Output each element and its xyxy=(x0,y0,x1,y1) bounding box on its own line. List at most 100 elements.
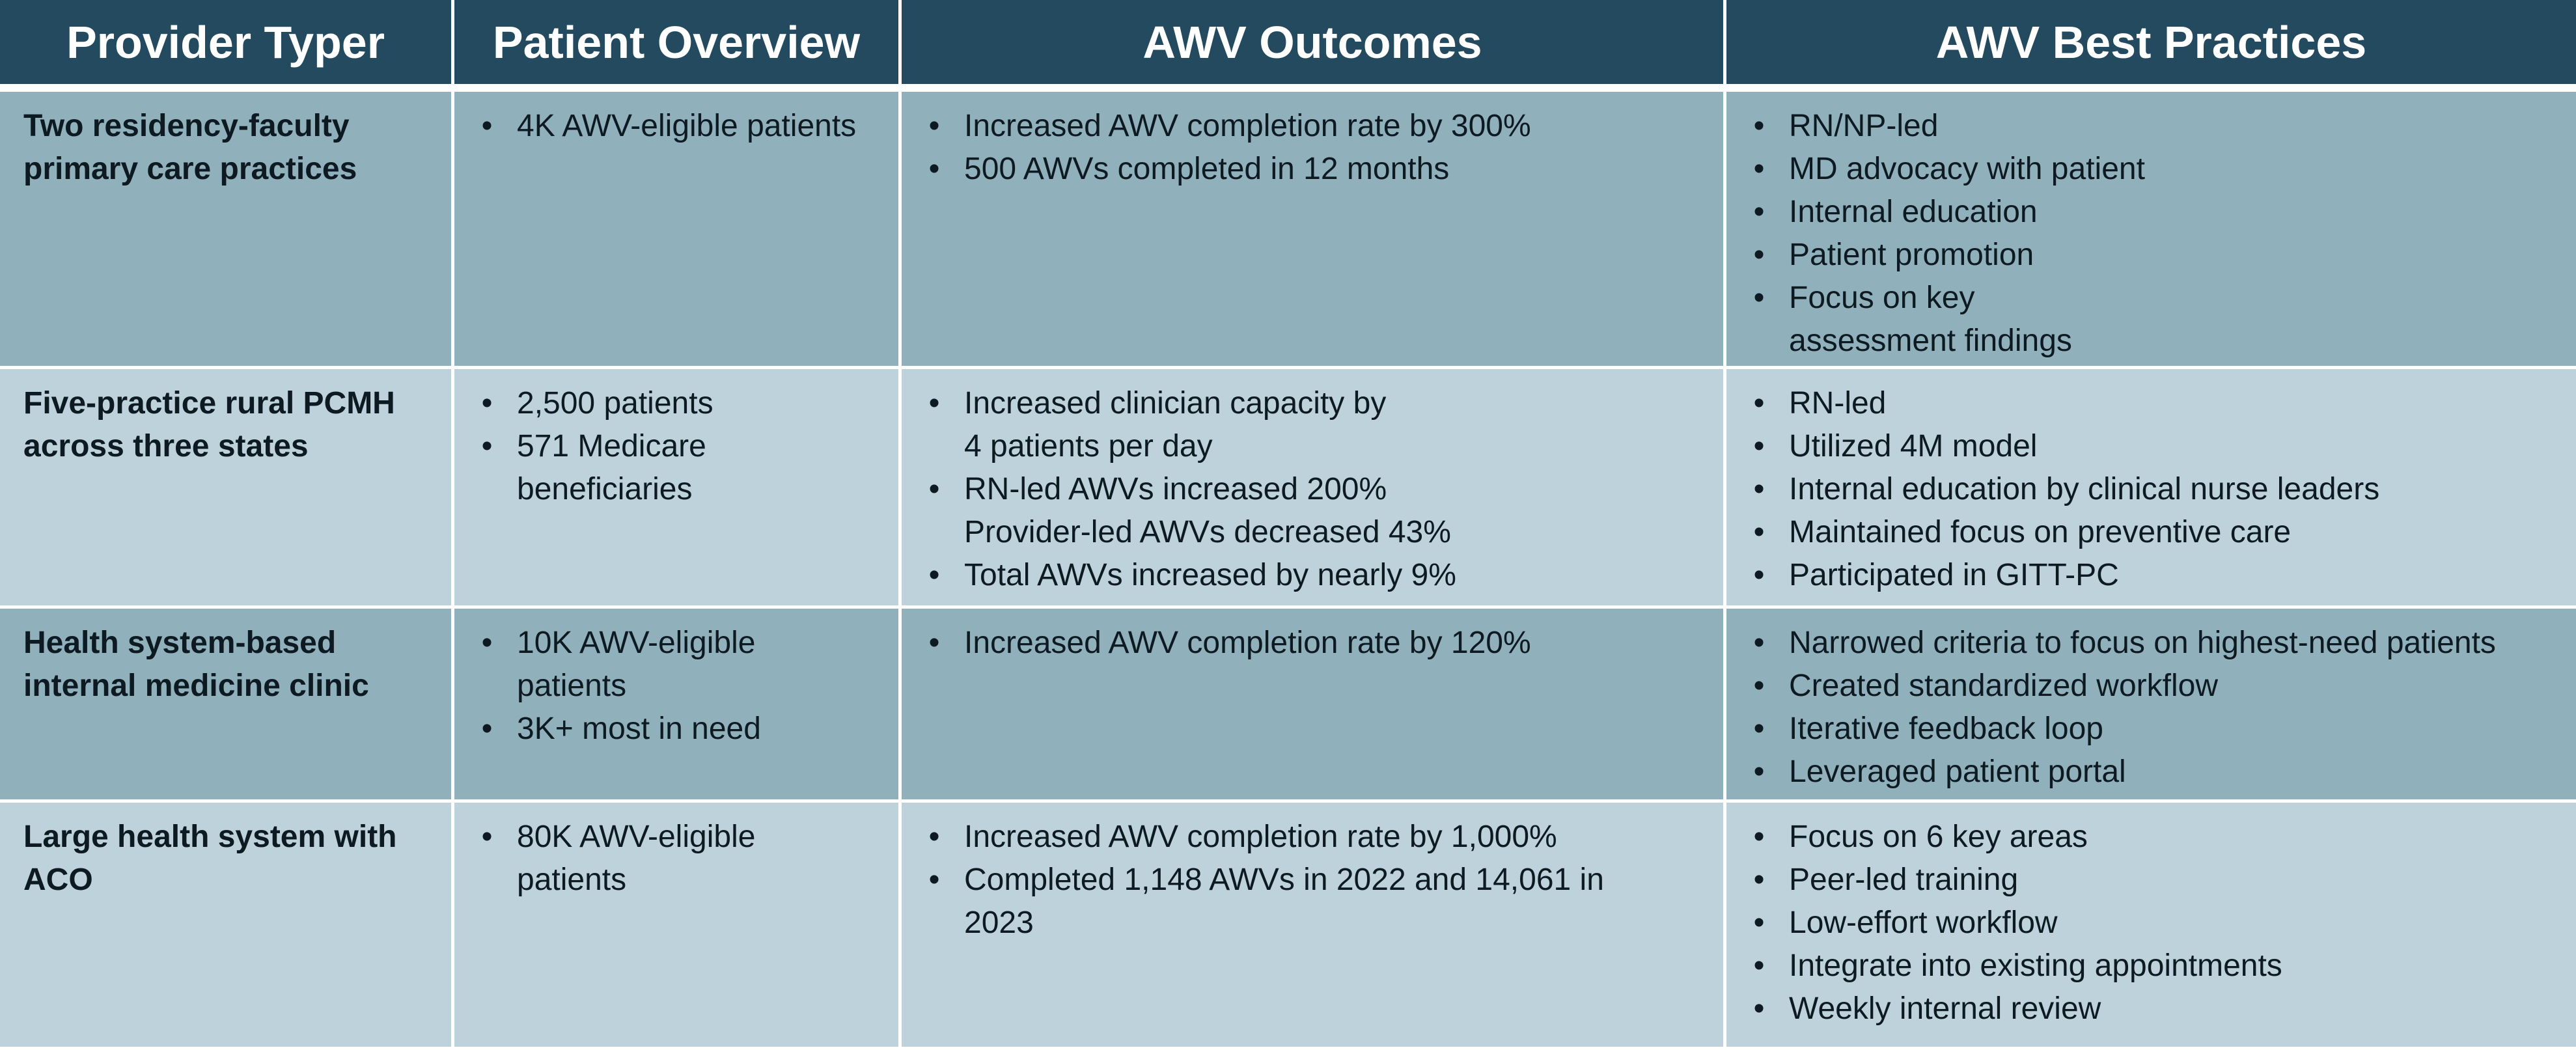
patient-overview-cell: • 80K AWV-eligible patients xyxy=(454,803,902,1050)
list-item: • Internal education xyxy=(1746,191,2569,234)
bullet-icon: • xyxy=(481,712,493,746)
list-item-text: Low-effort workflow xyxy=(1789,905,2058,940)
list-item-text: 4K AWV-eligible patients xyxy=(517,109,857,143)
bullet-icon: • xyxy=(1753,472,1765,506)
list-item-text: 500 AWVs completed in 12 months xyxy=(964,152,1450,186)
list-item: • Leveraged patient portal xyxy=(1746,751,2569,794)
list-item-text: Internal education by clinical nurse lea… xyxy=(1789,472,2380,506)
provider-type-line: Health system-based xyxy=(23,626,337,660)
list-item: • Peer-led training xyxy=(1746,859,2569,902)
bullet-icon: • xyxy=(928,472,940,506)
list-item-text: Increased AWV completion rate by 120% xyxy=(964,626,1531,660)
bullet-icon: • xyxy=(1753,195,1765,229)
list-item: • Completed 1,148 AWVs in 2022 and 14,061… xyxy=(921,859,1717,945)
list-item: • Internal education by clinical nurse le… xyxy=(1746,468,2569,511)
list-item-text: beneficiaries xyxy=(517,472,693,506)
list-item-text: Peer-led training xyxy=(1789,863,2019,897)
list-item: • Increased clinician capacity by 4 patien… xyxy=(921,382,1717,468)
awv-best-practices-list: • RN/NP-led • MD advocacy with patient • Inte… xyxy=(1726,92,2576,363)
awv-outcomes-cell: • Increased AWV completion rate by 300% • 5… xyxy=(902,92,1726,369)
list-item: • Increased AWV completion rate by 120% xyxy=(921,622,1717,665)
patient-overview-cell: • 2,500 patients • 571 Medicare beneficiarie… xyxy=(454,369,902,609)
bullet-icon: • xyxy=(1753,281,1765,315)
bullet-icon: • xyxy=(1753,109,1765,143)
provider-type-line: internal medicine clinic xyxy=(23,669,369,703)
list-item-text: Utilized 4M model xyxy=(1789,429,2038,463)
list-item: • Increased AWV completion rate by 300% xyxy=(921,105,1717,148)
provider-type-line: across three states xyxy=(23,429,309,463)
list-item: • MD advocacy with patient xyxy=(1746,148,2569,191)
list-item-text: 80K AWV-eligible xyxy=(517,820,756,854)
provider-type-label: Five-practice rural PCMH across three sta… xyxy=(0,369,451,468)
bullet-icon: • xyxy=(928,109,940,143)
list-item: • Total AWVs increased by nearly 9% xyxy=(921,554,1717,597)
list-item: • Utilized 4M model xyxy=(1746,425,2569,468)
list-item: • Patient promotion xyxy=(1746,234,2569,277)
list-item: • Low-effort workflow xyxy=(1746,902,2569,945)
list-item: • 2,500 patients xyxy=(474,382,892,425)
awv-outcomes-list: • Increased AWV completion rate by 1,000%… xyxy=(902,803,1723,945)
awv-best-practices-cell: • RN/NP-led • MD advocacy with patient • Inte… xyxy=(1726,92,2576,369)
list-item-text: 3K+ most in need xyxy=(517,712,761,746)
list-item: • Iterative feedback loop xyxy=(1746,708,2569,751)
list-item-text: 2023 xyxy=(964,905,1034,940)
bullet-icon: • xyxy=(1753,152,1765,186)
list-item-text: Weekly internal review xyxy=(1789,991,2101,1026)
provider-type-cell: Two residency-faculty primary care practi… xyxy=(0,92,454,369)
list-item-text: Patient promotion xyxy=(1789,238,2034,272)
list-item: • 10K AWV-eligible patients xyxy=(474,622,892,708)
list-item-text: RN-led xyxy=(1789,386,1887,421)
patient-overview-list: • 10K AWV-eligible patients • 3K+ most in ne… xyxy=(454,609,898,751)
list-item-text: Leveraged patient portal xyxy=(1789,754,2126,789)
list-item-text: Total AWVs increased by nearly 9% xyxy=(964,558,1456,592)
list-item-text: Increased AWV completion rate by 1,000% xyxy=(964,820,1557,854)
list-item: • RN/NP-led xyxy=(1746,105,2569,148)
list-item-text: 571 Medicare xyxy=(517,429,706,463)
awv-outcomes-list: • Increased AWV completion rate by 120% xyxy=(902,609,1723,665)
list-item-text: 4 patients per day xyxy=(964,429,1213,463)
list-item: • 80K AWV-eligible patients xyxy=(474,816,892,902)
awv-best-practices-cell: • Focus on 6 key areas • Peer-led training •… xyxy=(1726,803,2576,1050)
provider-type-cell: Five-practice rural PCMH across three sta… xyxy=(0,369,454,609)
awv-best-practices-list: • Narrowed criteria to focus on highest-n… xyxy=(1726,609,2576,794)
list-item-text: RN/NP-led xyxy=(1789,109,1939,143)
bullet-icon: • xyxy=(1753,712,1765,746)
bullet-icon: • xyxy=(481,386,493,421)
header-patient-overview: Patient Overview xyxy=(454,0,902,92)
list-item: • Increased AWV completion rate by 1,000% xyxy=(921,816,1717,859)
list-item-text: MD advocacy with patient xyxy=(1789,152,2145,186)
list-item-text: Internal education xyxy=(1789,195,2038,229)
list-item-text: patients xyxy=(517,863,627,897)
bullet-icon: • xyxy=(1753,991,1765,1026)
list-item: • Focus on 6 key areas xyxy=(1746,816,2569,859)
patient-overview-list: • 4K AWV-eligible patients xyxy=(454,92,898,148)
awv-best-practices-cell: • RN-led • Utilized 4M model • Internal educa… xyxy=(1726,369,2576,609)
list-item: • 4K AWV-eligible patients xyxy=(474,105,892,148)
bullet-icon: • xyxy=(928,863,940,897)
bullet-icon: • xyxy=(481,820,493,854)
header-provider-type: Provider Typer xyxy=(0,0,454,92)
awv-outcomes-list: • Increased clinician capacity by 4 patien… xyxy=(902,369,1723,597)
awv-outcomes-list: • Increased AWV completion rate by 300% • 5… xyxy=(902,92,1723,191)
bullet-icon: • xyxy=(1753,820,1765,854)
bullet-icon: • xyxy=(1753,558,1765,592)
list-item-text: 2,500 patients xyxy=(517,386,713,421)
list-item: • RN-led AWVs increased 200% Provider-led … xyxy=(921,468,1717,554)
list-item: • Created standardized workflow xyxy=(1746,665,2569,708)
awv-outcomes-cell: • Increased clinician capacity by 4 patien… xyxy=(902,369,1726,609)
bullet-icon: • xyxy=(1753,386,1765,421)
list-item: • 3K+ most in need xyxy=(474,708,892,751)
bullet-icon: • xyxy=(928,152,940,186)
list-item-text: assessment findings xyxy=(1789,324,2072,358)
awv-outcomes-cell: • Increased AWV completion rate by 120% xyxy=(902,609,1726,803)
provider-type-line: Two residency-faculty xyxy=(23,109,350,143)
provider-type-label: Large health system with ACO xyxy=(0,803,451,902)
bullet-icon: • xyxy=(928,626,940,660)
list-item-text: Provider-led AWVs decreased 43% xyxy=(964,515,1451,549)
list-item: • Focus on key assessment findings xyxy=(1746,277,2569,363)
provider-type-label: Health system-based internal medicine cli… xyxy=(0,609,451,708)
bullet-icon: • xyxy=(481,626,493,660)
bullet-icon: • xyxy=(1753,626,1765,660)
bullet-icon: • xyxy=(928,820,940,854)
list-item-text: 10K AWV-eligible xyxy=(517,626,756,660)
